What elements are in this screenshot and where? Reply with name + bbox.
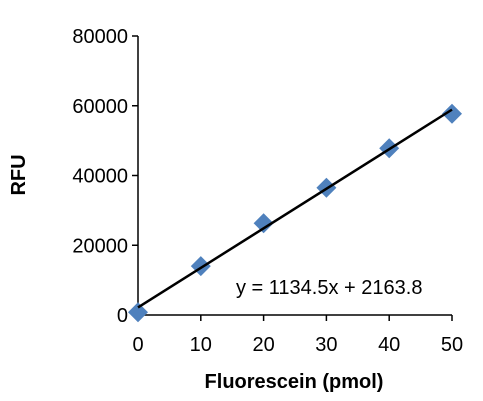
x-tick-label: 20 [252, 334, 274, 356]
data-point-marker [442, 103, 462, 124]
x-tick-labels: 0 10 20 30 40 50 [132, 334, 463, 356]
x-tick-label: 30 [315, 334, 337, 356]
y-tick-label: 60000 [72, 96, 128, 118]
y-tick-label: 0 [117, 305, 128, 327]
y-tick-labels: 0 20000 40000 60000 80000 [72, 26, 128, 327]
y-tick-label: 40000 [72, 166, 128, 188]
x-tick-label: 40 [378, 334, 400, 356]
y-tick-label: 80000 [72, 26, 128, 48]
data-point-marker [128, 302, 148, 323]
x-tick-label: 50 [441, 334, 463, 356]
x-tick-label: 10 [190, 334, 212, 356]
trendline [137, 108, 453, 309]
y-axis-title: RFU [8, 154, 30, 195]
x-axis-title: Fluorescein (pmol) [205, 371, 384, 393]
x-tick-label: 0 [132, 334, 143, 356]
trendline-equation: y = 1134.5x + 2163.8 [236, 277, 422, 299]
y-tick-label: 20000 [72, 235, 128, 257]
data-point-marker [253, 213, 274, 234]
